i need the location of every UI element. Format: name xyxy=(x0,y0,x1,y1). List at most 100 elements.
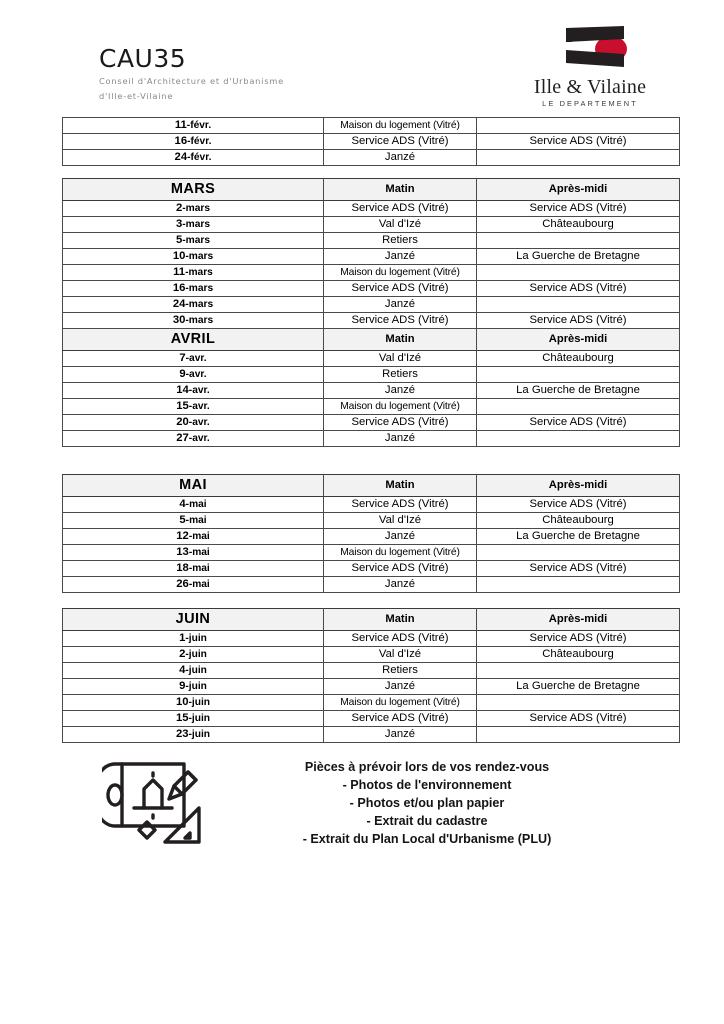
appointment-documents-note: Pièces à prévoir lors de vos rendez-vous… xyxy=(62,752,679,862)
schedule-afternoon-slot: Service ADS (Vitré) xyxy=(476,280,680,297)
schedule-morning-slot: Service ADS (Vitré) xyxy=(323,414,477,431)
schedule-morning-slot: Service ADS (Vitré) xyxy=(323,200,477,217)
schedule-row: 13-mai Maison du logement (Vitré) xyxy=(62,544,680,561)
schedule-row: 27-avr. Janzé xyxy=(62,430,680,447)
schedule-afternoon-slot: Châteaubourg xyxy=(476,512,680,529)
schedule-afternoon-slot xyxy=(476,366,680,383)
schedule-afternoon-slot xyxy=(476,576,680,593)
schedule-date: 4-juin xyxy=(62,662,324,679)
note-line: Pièces à prévoir lors de vos rendez-vous xyxy=(304,760,550,774)
schedule-date: 12-mai xyxy=(62,528,324,545)
column-header-morning: Matin xyxy=(323,474,477,497)
schedule-afternoon-slot: Châteaubourg xyxy=(476,216,680,233)
schedule-table-mai: MAI Matin Après-midi 4-mai Service ADS (Vitr… xyxy=(62,474,680,593)
schedule-afternoon-slot: Service ADS (Vitré) xyxy=(476,496,680,513)
column-header-morning: Matin xyxy=(323,178,477,201)
schedule-morning-slot: Service ADS (Vitré) xyxy=(323,312,477,329)
month-section-header: AVRIL Matin Après-midi xyxy=(62,328,680,351)
schedule-row: 5-mars Retiers xyxy=(62,232,680,249)
schedule-row: 10-juin Maison du logement (Vitré) xyxy=(62,694,680,711)
schedule-morning-slot: Service ADS (Vitré) xyxy=(323,133,477,150)
schedule-afternoon-slot: Service ADS (Vitré) xyxy=(476,133,680,150)
schedule-date: 2-mars xyxy=(62,200,324,217)
note-text-block: Pièces à prévoir lors de vos rendez-vous… xyxy=(217,758,637,848)
ille-et-vilaine-wordmark: Ille & Vilaine xyxy=(533,76,647,98)
schedule-afternoon-slot xyxy=(476,232,680,249)
schedule-morning-slot: Janzé xyxy=(323,678,477,695)
schedule-date: 10-juin xyxy=(62,694,324,711)
schedule-morning-slot: Janzé xyxy=(323,149,477,166)
schedule-row: 12-mai Janzé La Guerche de Bretagne xyxy=(62,528,680,545)
schedule-row: 4-mai Service ADS (Vitré) Service ADS (Vit… xyxy=(62,496,680,513)
note-line: - Photos et/ou plan papier xyxy=(349,796,505,810)
schedule-afternoon-slot xyxy=(476,726,680,743)
schedule-date: 3-mars xyxy=(62,216,324,233)
ille-et-vilaine-logo: Ille & Vilaine LE DEPARTEMENT xyxy=(510,26,670,108)
month-label: AVRIL xyxy=(62,328,324,351)
schedule-morning-slot: Service ADS (Vitré) xyxy=(323,496,477,513)
schedule-date: 9-juin xyxy=(62,678,324,695)
schedule-morning-slot: Janzé xyxy=(323,382,477,399)
schedule-afternoon-slot: Châteaubourg xyxy=(476,350,680,367)
schedule-afternoon-slot xyxy=(476,296,680,313)
schedule-date: 5-mars xyxy=(62,232,324,249)
schedule-table-mars-avril: MARS Matin Après-midi 2-mars Service ADS (Vi… xyxy=(62,178,680,447)
schedule-row: 30-mars Service ADS (Vitré) Service ADS (V… xyxy=(62,312,680,329)
schedule-morning-slot: Maison du logement (Vitré) xyxy=(323,264,477,281)
schedule-date: 15-avr. xyxy=(62,398,324,415)
schedule-row: 18-mai Service ADS (Vitré) Service ADS (Vi… xyxy=(62,560,680,577)
schedule-row: 15-juin Service ADS (Vitré) Service ADS (V… xyxy=(62,710,680,727)
month-label: MAI xyxy=(62,474,324,497)
schedule-afternoon-slot: Service ADS (Vitré) xyxy=(476,312,680,329)
schedule-date: 14-avr. xyxy=(62,382,324,399)
schedule-row: 14-avr. Janzé La Guerche de Bretagne xyxy=(62,382,680,399)
schedule-afternoon-slot: Service ADS (Vitré) xyxy=(476,710,680,727)
ille-et-vilaine-department-label: LE DEPARTEMENT xyxy=(542,99,638,108)
schedule-date: 24-mars xyxy=(62,296,324,313)
schedule-afternoon-slot: La Guerche de Bretagne xyxy=(476,382,680,399)
schedule-morning-slot: Retiers xyxy=(323,232,477,249)
schedule-morning-slot: Service ADS (Vitré) xyxy=(323,710,477,727)
note-line: - Extrait du Plan Local d'Urbanisme (PLU… xyxy=(302,832,552,846)
month-label: MARS xyxy=(62,178,324,201)
blueprint-plan-icon xyxy=(102,762,201,844)
schedule-morning-slot: Maison du logement (Vitré) xyxy=(323,398,477,415)
schedule-row: 26-mai Janzé xyxy=(62,576,680,593)
schedule-date: 15-juin xyxy=(62,710,324,727)
schedule-date: 7-avr. xyxy=(62,350,324,367)
schedule-date: 9-avr. xyxy=(62,366,324,383)
caue35-subtitle-line1: Conseil d'Architecture et d'Urbanisme xyxy=(99,76,284,87)
schedule-row: 10-mars Janzé La Guerche de Bretagne xyxy=(62,248,680,265)
schedule-afternoon-slot xyxy=(476,430,680,447)
schedule-row: 15-avr. Maison du logement (Vitré) xyxy=(62,398,680,415)
month-section-header: MARS Matin Après-midi xyxy=(62,178,680,201)
schedule-afternoon-slot xyxy=(476,544,680,561)
schedule-date: 1-juin xyxy=(62,630,324,647)
schedule-row: 23-juin Janzé xyxy=(62,726,680,743)
schedule-date: 24-févr. xyxy=(62,149,324,166)
column-header-morning: Matin xyxy=(323,328,477,351)
schedule-morning-slot: Val d'Izé xyxy=(323,216,477,233)
schedule-morning-slot: Maison du logement (Vitré) xyxy=(323,694,477,711)
column-header-afternoon: Après-midi xyxy=(476,474,680,497)
schedule-afternoon-slot xyxy=(476,662,680,679)
schedule-afternoon-slot xyxy=(476,694,680,711)
document-header: CAU35 Conseil d'Architecture et d'Urbani… xyxy=(0,0,724,112)
schedule-row: 9-avr. Retiers xyxy=(62,366,680,383)
schedule-morning-slot: Janzé xyxy=(323,528,477,545)
schedule-date: 16-févr. xyxy=(62,133,324,150)
schedule-morning-slot: Janzé xyxy=(323,430,477,447)
month-section-header: MAI Matin Après-midi xyxy=(62,474,680,497)
month-section-header: JUIN Matin Après-midi xyxy=(62,608,680,631)
schedule-row: 2-juin Val d'Izé Châteaubourg xyxy=(62,646,680,663)
caue35-wordmark: CAU35 xyxy=(99,45,284,72)
schedule-afternoon-slot xyxy=(476,117,680,134)
schedule-afternoon-slot: Service ADS (Vitré) xyxy=(476,630,680,647)
schedule-morning-slot: Maison du logement (Vitré) xyxy=(323,544,477,561)
caue35-subtitle-line2: d'Ille-et-Vilaine xyxy=(99,91,174,102)
schedule-date: 10-mars xyxy=(62,248,324,265)
schedule-row: 24-févr. Janzé xyxy=(62,149,680,166)
schedule-row: 11-mars Maison du logement (Vitré) xyxy=(62,264,680,281)
schedule-date: 20-avr. xyxy=(62,414,324,431)
schedule-date: 13-mai xyxy=(62,544,324,561)
